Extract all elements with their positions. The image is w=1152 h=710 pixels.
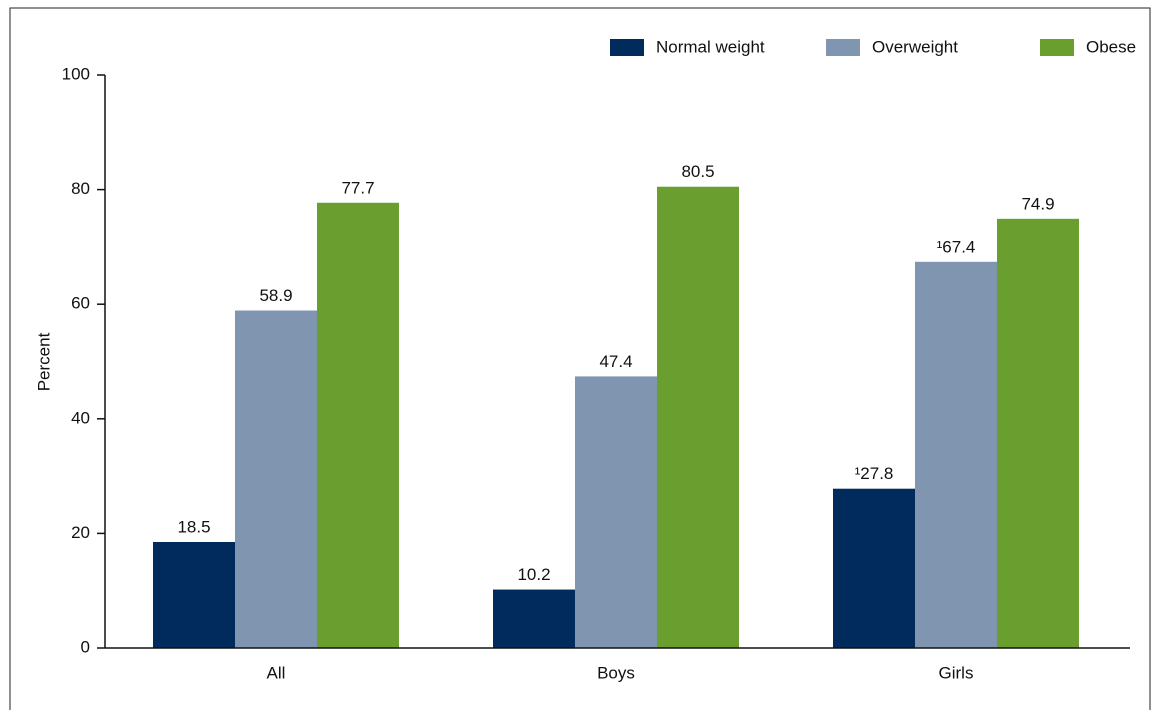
value-label: 74.9 xyxy=(1021,194,1054,213)
value-label: 58.9 xyxy=(259,286,292,305)
y-tick-label: 60 xyxy=(71,294,90,313)
value-label: 77.7 xyxy=(341,178,374,197)
y-tick-label: 40 xyxy=(71,408,90,427)
bar xyxy=(915,261,997,648)
y-tick-label: 100 xyxy=(62,64,90,83)
x-tick-label: Boys xyxy=(597,663,635,682)
bar xyxy=(317,202,399,649)
legend-swatch xyxy=(610,39,644,56)
x-tick-label: All xyxy=(267,663,286,682)
y-tick-label: 80 xyxy=(71,179,90,198)
legend-label: Obese xyxy=(1086,37,1136,56)
bar xyxy=(833,488,915,648)
value-label: ¹27.8 xyxy=(855,464,894,483)
value-label: 47.4 xyxy=(599,352,632,371)
legend-swatch xyxy=(1040,39,1074,56)
bar xyxy=(657,186,739,649)
value-label: ¹67.4 xyxy=(937,237,976,256)
bar xyxy=(493,589,575,648)
legend-label: Overweight xyxy=(872,37,958,56)
x-tick-label: Girls xyxy=(939,663,974,682)
y-tick-label: 20 xyxy=(71,523,90,542)
legend-label: Normal weight xyxy=(656,37,765,56)
bar xyxy=(575,376,657,648)
bar xyxy=(997,218,1079,648)
bar xyxy=(235,310,317,648)
y-tick-label: 0 xyxy=(81,637,90,656)
value-label: 18.5 xyxy=(177,517,210,536)
value-label: 80.5 xyxy=(681,162,714,181)
legend-swatch xyxy=(826,39,860,56)
frame xyxy=(9,7,1151,710)
value-label: 10.2 xyxy=(517,565,550,584)
bar xyxy=(153,541,235,648)
y-axis-label: Percent xyxy=(34,332,53,391)
